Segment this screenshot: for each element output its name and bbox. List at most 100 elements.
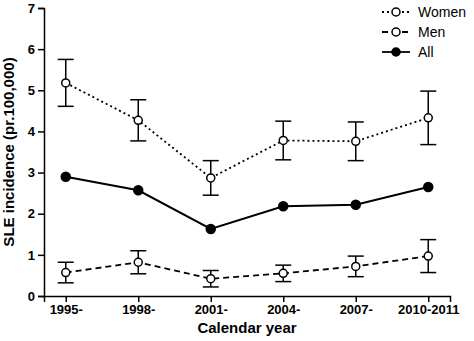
x-axis-title: Calendar year [197,319,296,336]
y-tick-mark [38,213,44,215]
error-bar [58,262,74,283]
x-tick-label: 2004- [267,302,300,317]
data-point [207,174,215,182]
series [58,59,437,195]
y-tick-mark [38,131,44,133]
data-point [351,200,360,209]
error-bar-cap [203,160,219,162]
x-tick-label: 1995- [50,302,83,317]
x-tick: 2001- [195,296,228,317]
data-point [62,269,70,277]
error-bar-cap [348,276,364,278]
error-bar [348,256,364,277]
data-point [352,262,360,270]
error-bar [130,100,146,141]
data-point [134,116,142,124]
data-point [134,186,143,195]
data-point [352,137,360,145]
y-axis-line [38,9,45,297]
legend-marker [392,28,400,36]
error-bar-cap [348,255,364,257]
y-tick-mark [38,90,44,92]
error-bar-cap [275,264,291,266]
error-bar [130,251,146,274]
legend-label: Women [418,4,466,20]
error-bar [203,270,219,286]
legend-label: All [418,44,434,60]
x-tick-label: 2001- [195,302,228,317]
x-tick-mark [428,296,430,302]
x-tick: 1995- [50,296,83,317]
series-line [66,256,429,279]
y-tick-label: 6 [28,42,35,57]
x-tick-label: 2010-2011 [398,302,459,317]
x-tick-mark [66,296,68,302]
x-tick: 2007- [340,296,373,317]
x-tick-mark [283,296,285,302]
error-bar-cap [130,273,146,275]
error-bar-cap [203,194,219,196]
error-bar-cap [420,239,436,241]
data-point [61,172,70,181]
error-bar [420,240,436,273]
error-bar-cap [275,120,291,122]
chart: 0 1 2 3 4 5 6 7 1995- 1998- 2001- 2004- 2007- 2010-20… [0,0,474,341]
data-point [207,275,215,283]
error-bar-cap [203,270,219,272]
y-tick: 6 [28,42,44,57]
legend-item: Men [382,24,445,40]
y-tick: 7 [28,1,44,16]
error-bar-cap [58,59,74,61]
data-point [424,252,432,260]
error-bar-cap [348,121,364,123]
data-point [279,202,288,211]
error-bar-cap [58,282,74,284]
y-tick: 5 [28,83,44,98]
error-bar-cap [275,159,291,161]
y-tick: 3 [28,165,44,180]
x-tick-mark [211,296,213,302]
y-tick-mark [38,49,44,51]
y-tick-label: 4 [28,124,36,139]
series [61,172,433,233]
data-point [279,269,287,277]
error-bar-cap [203,286,219,288]
plot-area [58,59,437,287]
y-tick-label: 0 [28,289,35,304]
error-bar-cap [275,281,291,283]
y-tick-mark [38,172,44,174]
legend-item: All [382,44,434,60]
x-tick-mark [356,296,358,302]
error-bar-cap [420,144,436,146]
x-axis-line [45,297,451,303]
y-tick: 4 [28,124,44,139]
legend: Women Men All [382,4,466,60]
error-bar [203,161,219,196]
y-tick-mark [38,296,44,298]
x-tick-mark [138,296,140,302]
y-tick: 0 [28,289,44,304]
error-bar-cap [58,106,74,108]
legend-label: Men [418,24,445,40]
data-point [206,224,215,233]
x-tick: 2010-2011 [398,296,459,317]
series [58,240,437,287]
y-tick-mark [38,8,44,10]
data-point [424,114,432,122]
y-tick-label: 7 [28,1,35,16]
error-bar-cap [420,272,436,274]
y-tick-label: 2 [28,206,35,221]
data-point [279,136,287,144]
x-tick-label: 1998- [122,302,155,317]
legend-marker [392,48,400,56]
series-line [66,177,429,229]
error-bar-cap [420,90,436,92]
series-line [66,83,429,178]
error-bar [348,122,364,161]
y-tick-label: 5 [28,83,35,98]
y-axis: 0 1 2 3 4 5 6 7 [28,1,45,304]
data-point [62,79,70,87]
y-tick: 1 [28,248,44,263]
x-tick-label: 2007- [340,302,373,317]
legend-item: Women [382,4,466,20]
